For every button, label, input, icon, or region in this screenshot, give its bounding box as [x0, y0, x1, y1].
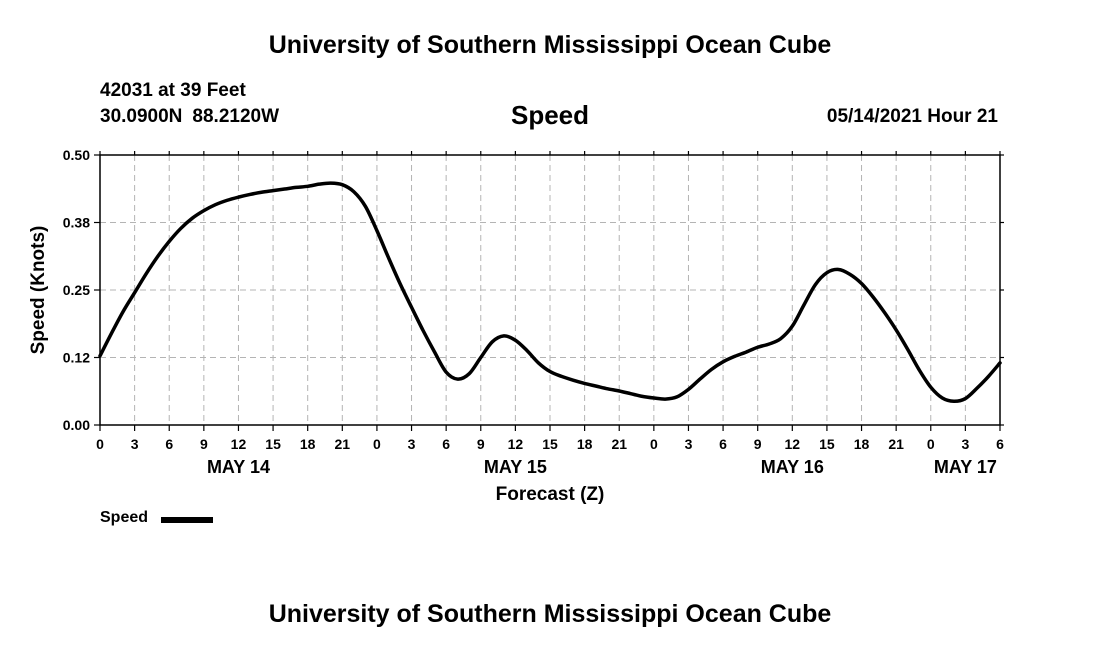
timestamp-label: 05/14/2021 Hour 21: [826, 106, 998, 127]
y-tick-labels: 0.00 0.12 0.25 0.38 0.50: [63, 147, 90, 433]
axis-ticks: [94, 151, 1004, 431]
x-tick-label: 12: [508, 436, 524, 452]
x-tick-label: 3: [961, 436, 969, 452]
x-tick-label: 0: [927, 436, 935, 452]
chart-header-title: University of Southern Mississippi Ocean…: [268, 31, 832, 59]
date-labels: MAY 14 MAY 15 MAY 16 MAY 17: [207, 457, 997, 477]
date-label: MAY 16: [761, 457, 824, 477]
x-tick-label: 21: [888, 436, 904, 452]
x-tick-label: 18: [300, 436, 316, 452]
x-tick-label: 9: [200, 436, 208, 452]
coordinates: 30.0900N 88.2120W: [100, 105, 279, 129]
longitude-label: 88.2120W: [192, 106, 280, 127]
x-tick-label: 0: [650, 436, 658, 452]
x-tick-label: 0: [373, 436, 381, 452]
x-tick-label: 6: [996, 436, 1004, 452]
latitude-label: 30.0900N: [100, 106, 183, 127]
chart-subtitle: Speed: [510, 100, 590, 130]
x-tick-label: 3: [408, 436, 416, 452]
x-tick-label: 6: [719, 436, 727, 452]
x-tick-label: 6: [165, 436, 173, 452]
x-tick-label: 12: [785, 436, 801, 452]
x-tick-label: 15: [542, 436, 558, 452]
y-tick-label: 0.00: [63, 417, 90, 433]
legend-swatch: [161, 517, 213, 523]
date-label: MAY 17: [934, 457, 997, 477]
x-tick-label: 18: [854, 436, 870, 452]
x-tick-labels: 0 3 6 9 12 15 18 21 0 3 6 9 12 15 18 21 0 3 6 9 12 15 18 21 0 3 6: [96, 436, 1004, 452]
x-tick-label: 0: [96, 436, 104, 452]
x-tick-label: 9: [754, 436, 762, 452]
x-tick-label: 18: [577, 436, 593, 452]
station-label: 42031 at 39 Feet: [100, 80, 246, 101]
grid-lines: [100, 155, 1000, 425]
x-tick-label: 21: [335, 436, 351, 452]
x-tick-label: 3: [685, 436, 693, 452]
x-tick-label: 6: [442, 436, 450, 452]
legend-label: Speed: [100, 509, 149, 526]
x-tick-label: 15: [265, 436, 281, 452]
x-tick-label: 12: [231, 436, 247, 452]
x-tick-label: 9: [477, 436, 485, 452]
date-label: MAY 14: [207, 457, 270, 477]
y-tick-label: 0.25: [63, 282, 90, 298]
x-tick-label: 21: [611, 436, 627, 452]
x-tick-label: 3: [131, 436, 139, 452]
y-tick-label: 0.38: [63, 215, 90, 231]
chart-footer-title: University of Southern Mississippi Ocean…: [268, 600, 832, 628]
y-tick-label: 0.12: [63, 350, 90, 366]
x-tick-label: 15: [819, 436, 835, 452]
y-axis-label: Speed (Knots): [28, 226, 49, 355]
y-tick-label: 0.50: [63, 147, 90, 163]
x-axis-label: Forecast (Z): [496, 484, 605, 505]
speed-series-line: [98, 181, 1002, 403]
date-label: MAY 15: [484, 457, 547, 477]
